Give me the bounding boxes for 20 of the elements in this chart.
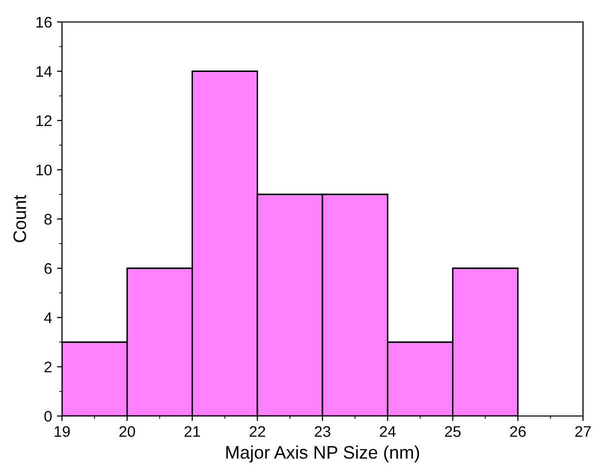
x-tick-label: 26 — [510, 426, 526, 437]
x-tick-label: 24 — [380, 426, 396, 437]
x-tick-label: 27 — [575, 426, 591, 437]
x-tick-label: 19 — [54, 426, 70, 437]
x-tick-label: 21 — [184, 426, 200, 437]
y-tick-label: 14 — [36, 66, 52, 77]
y-tick-label: 6 — [44, 263, 52, 274]
y-tick-label: 2 — [44, 362, 52, 372]
y-tick-label: 16 — [36, 16, 52, 28]
x-tick-label: 22 — [250, 426, 266, 437]
y-tick-label: 10 — [36, 164, 52, 176]
y-tick-label: 12 — [36, 115, 52, 126]
y-tick-label: 0 — [44, 410, 52, 422]
y-tick-label: 8 — [44, 214, 52, 225]
x-tick-label: 23 — [314, 426, 330, 437]
x-axis-title: Major Axis NP Size (nm) — [226, 446, 420, 462]
x-tick-label: 20 — [119, 426, 136, 437]
y-tick-label: 4 — [44, 312, 52, 324]
y-axis-title: Count — [13, 195, 26, 242]
x-tick-label: 25 — [445, 426, 461, 437]
